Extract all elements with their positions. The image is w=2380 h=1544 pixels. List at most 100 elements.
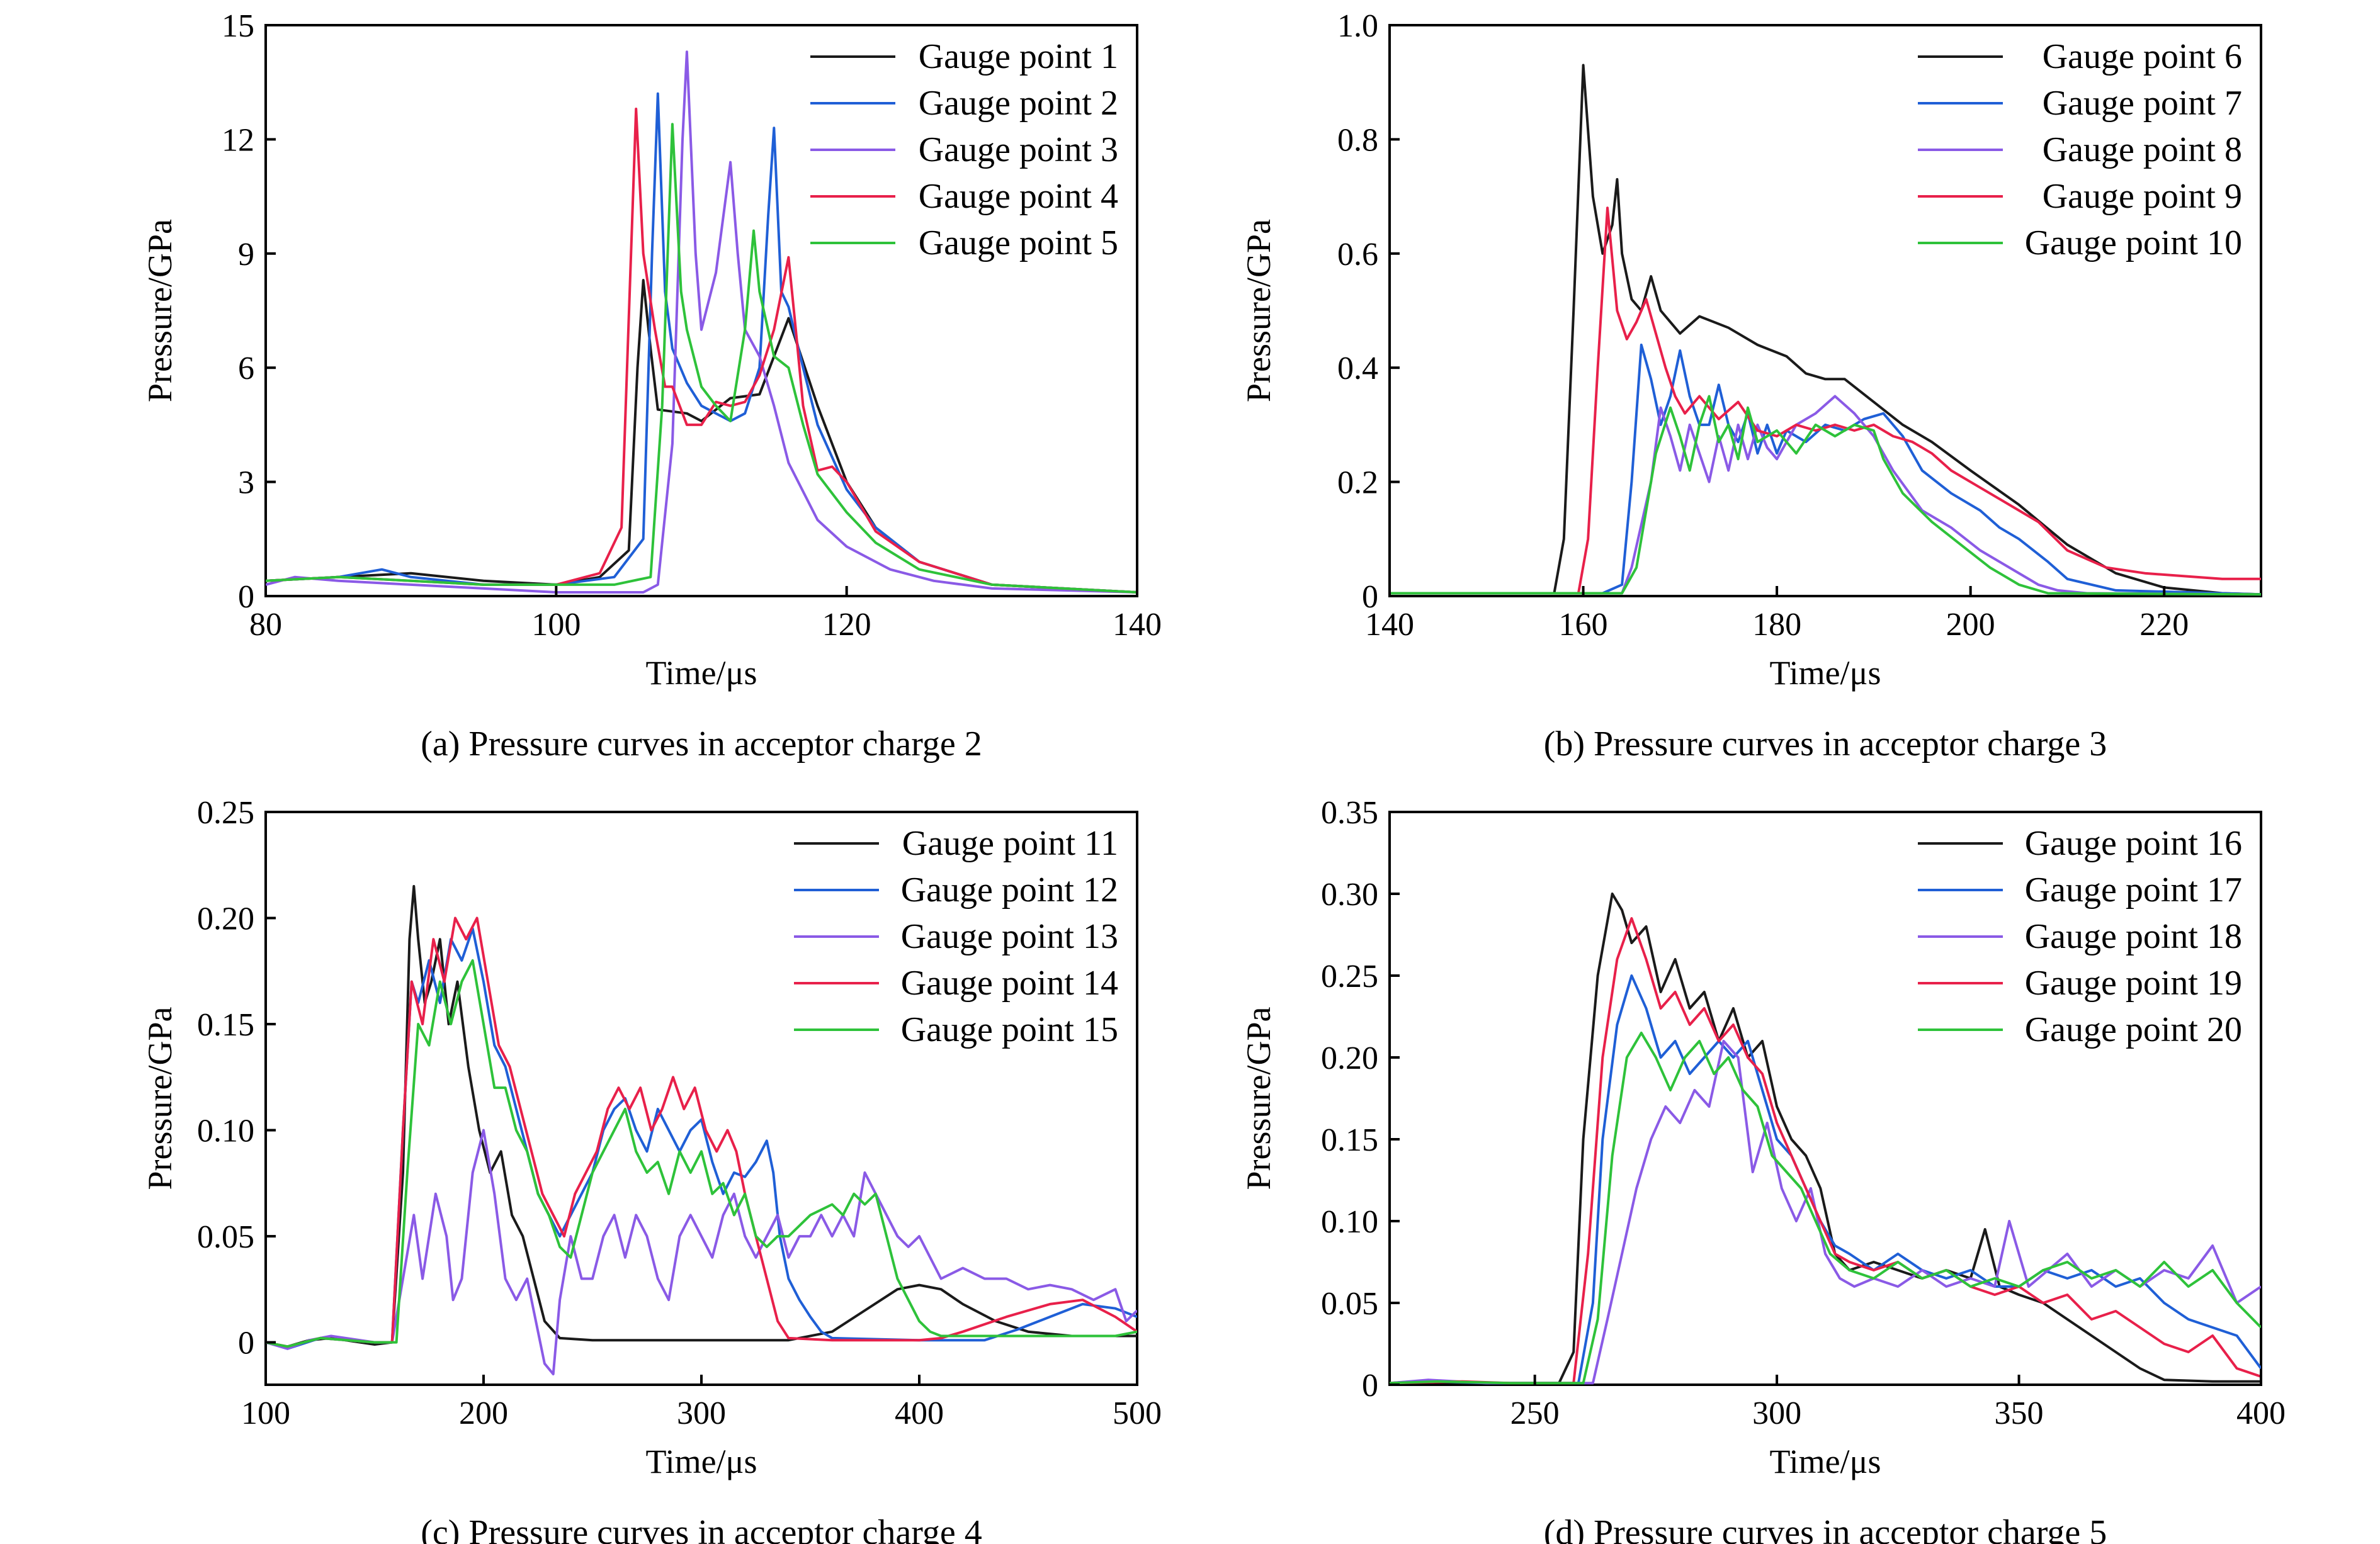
- legend: Gauge point 6 Gauge point 7 Gauge point 8 G…: [1918, 37, 2242, 262]
- x-tick-label: 160: [1559, 607, 1608, 643]
- y-tick-label: 9: [238, 237, 254, 273]
- x-tick-label: 400: [895, 1395, 944, 1431]
- y-tick-label: 0.20: [197, 901, 254, 937]
- x-tick-label: 80: [249, 607, 282, 643]
- x-tick-label: 140: [1365, 607, 1414, 643]
- x-tick-label: 120: [822, 607, 871, 643]
- series-line-4: [1390, 206, 2261, 595]
- y-axis-label: Pressure/GPa: [141, 1006, 179, 1190]
- y-tick-label: 0.10: [1321, 1204, 1378, 1240]
- legend-label: Gauge point 1: [919, 37, 1118, 76]
- panel-caption: (d) Pressure curves in acceptor charge 5: [1544, 1513, 2107, 1544]
- legend-label: Gauge point 14: [901, 964, 1118, 1003]
- x-tick-label: 180: [1752, 607, 1801, 643]
- legend-label: Gauge point 2: [919, 84, 1118, 123]
- x-tick-label: 400: [2236, 1395, 2286, 1431]
- chart-panel-3: 100 200 300 400 500 0 0.05 0.10 0.15 0.20 0.25 Time…: [141, 795, 1162, 1544]
- series-line-4: [266, 916, 1137, 1348]
- legend-label: Gauge point 6: [2043, 37, 2242, 76]
- legend-label: Gauge point 16: [2025, 824, 2242, 863]
- x-tick-label: 100: [531, 607, 581, 643]
- legend-label: Gauge point 8: [2043, 130, 2242, 169]
- x-axis-label: Time/μs: [1769, 654, 1881, 692]
- x-tick-label: 140: [1113, 607, 1162, 643]
- x-tick-label: 200: [459, 1395, 508, 1431]
- y-tick-label: 1.0: [1337, 8, 1378, 44]
- legend-label: Gauge point 10: [2025, 223, 2242, 262]
- y-tick-label: 6: [238, 351, 254, 386]
- legend-label: Gauge point 13: [901, 917, 1118, 956]
- series-line-5: [1390, 1032, 2261, 1385]
- legend: Gauge point 11 Gauge point 12 Gauge point …: [794, 824, 1118, 1049]
- series-line-1: [1390, 893, 2261, 1385]
- y-axis-label: Pressure/GPa: [141, 219, 179, 402]
- y-tick-label: 0.8: [1337, 122, 1378, 158]
- series-line-5: [266, 123, 1137, 594]
- y-tick-label: 0.05: [1321, 1286, 1378, 1322]
- legend-label: Gauge point 19: [2025, 964, 2242, 1003]
- y-tick-label: 0: [238, 579, 254, 615]
- x-axis-label: Time/μs: [1769, 1443, 1881, 1480]
- panel-caption: (b) Pressure curves in acceptor charge 3: [1544, 724, 2107, 764]
- y-tick-label: 12: [222, 122, 254, 158]
- series-line-3: [266, 1129, 1137, 1376]
- series-line-2: [1390, 343, 2261, 596]
- panel-caption: (c) Pressure curves in acceptor charge 4: [421, 1513, 982, 1544]
- series-line-5: [1390, 395, 2261, 596]
- series-line-3: [266, 50, 1137, 594]
- series-line-1: [1390, 64, 2261, 596]
- legend: Gauge point 16 Gauge point 17 Gauge point …: [1918, 824, 2242, 1049]
- series-line-4: [1390, 917, 2261, 1385]
- series-line-4: [266, 108, 1137, 594]
- y-tick-label: 0: [238, 1326, 254, 1361]
- legend-label: Gauge point 17: [2025, 871, 2242, 910]
- y-tick-label: 0.2: [1337, 465, 1378, 501]
- legend-label: Gauge point 11: [902, 824, 1118, 863]
- x-axis-label: Time/μs: [645, 1443, 757, 1480]
- legend-label: Gauge point 18: [2025, 917, 2242, 956]
- x-tick-label: 100: [241, 1395, 290, 1431]
- chart-panel-1: 80 100 120 140 0 3 6 9 12 15 Time/μs Pressure/GPa (a…: [141, 8, 1162, 764]
- y-tick-label: 3: [238, 465, 254, 501]
- y-tick-label: 0.6: [1337, 237, 1378, 273]
- legend-label: Gauge point 15: [901, 1010, 1118, 1049]
- plot-frame: [1388, 811, 2262, 1386]
- y-tick-label: 0.25: [1321, 959, 1378, 995]
- legend-label: Gauge point 20: [2025, 1010, 2242, 1049]
- y-tick-label: 0.10: [197, 1113, 254, 1149]
- y-tick-label: 0.25: [197, 795, 254, 831]
- series-line-3: [1390, 395, 2261, 596]
- series-line-5: [266, 959, 1137, 1348]
- x-tick-label: 220: [2139, 607, 2189, 643]
- chart-panel-4: 250 300 350 400 0 0.05 0.10 0.15 0.20 0.25 0.30 0.3…: [1240, 795, 2286, 1544]
- y-axis-label: Pressure/GPa: [1240, 219, 1278, 402]
- plot-frame: [1388, 24, 2262, 597]
- y-tick-label: 0.15: [1321, 1122, 1378, 1158]
- series-line-3: [1390, 1040, 2261, 1385]
- plot-frame: [264, 24, 1138, 597]
- legend-label: Gauge point 7: [2043, 84, 2242, 123]
- y-tick-label: 15: [222, 8, 254, 44]
- x-axis-label: Time/μs: [645, 654, 757, 692]
- legend-label: Gauge point 3: [919, 130, 1118, 169]
- y-tick-label: 0.15: [197, 1007, 254, 1043]
- x-tick-label: 250: [1510, 1395, 1560, 1431]
- x-tick-label: 300: [1752, 1395, 1801, 1431]
- x-tick-label: 200: [1946, 607, 1995, 643]
- x-tick-label: 300: [677, 1395, 726, 1431]
- y-tick-label: 0.30: [1321, 877, 1378, 913]
- legend-label: Gauge point 4: [919, 177, 1118, 216]
- y-tick-label: 0.4: [1337, 351, 1378, 386]
- y-tick-label: 0.35: [1321, 795, 1378, 831]
- y-tick-label: 0: [1362, 1368, 1378, 1404]
- legend: Gauge point 1 Gauge point 2 Gauge point 3 G…: [810, 37, 1118, 262]
- x-tick-label: 350: [1995, 1395, 2044, 1431]
- series-line-1: [266, 885, 1137, 1348]
- chart-panel-2: 140 160 180 200 220 0 0.2 0.4 0.6 0.8 1.0 Time/μs Pr…: [1240, 8, 2262, 764]
- legend-label: Gauge point 5: [919, 223, 1118, 262]
- y-axis-label: Pressure/GPa: [1240, 1006, 1278, 1190]
- legend-label: Gauge point 12: [901, 871, 1118, 910]
- legend-label: Gauge point 9: [2043, 177, 2242, 216]
- y-tick-label: 0.20: [1321, 1040, 1378, 1076]
